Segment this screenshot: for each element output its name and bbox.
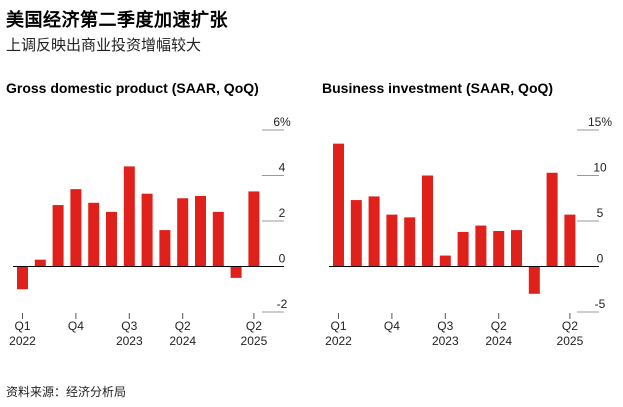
investment-bar xyxy=(457,231,469,267)
gdp-ytick-label: 0 xyxy=(279,252,286,266)
investment-xtick-year: 2025 xyxy=(557,334,584,348)
gdp-xtick-year: 2025 xyxy=(241,334,268,348)
chart-subtitle: 上调反映出商业投资增幅较大 xyxy=(6,36,202,54)
investment-xtick-quarter: Q2 xyxy=(491,319,507,333)
investment-bar xyxy=(404,217,416,267)
gdp-xtick-year: 2024 xyxy=(169,334,196,348)
gdp-ytick-label: 2 xyxy=(279,206,286,220)
investment-bar xyxy=(333,143,344,267)
investment-xtick-quarter: Q1 xyxy=(330,319,346,333)
gdp-xtick-quarter: Q2 xyxy=(246,319,262,333)
investment-bar xyxy=(350,200,362,267)
gdp-bar xyxy=(123,166,135,267)
gdp-bar xyxy=(159,230,171,267)
gdp-xtick-year: 2023 xyxy=(116,334,143,348)
gdp-bar xyxy=(177,198,189,267)
gdp-xtick-year: 2022 xyxy=(9,334,36,348)
investment-xtick-year: 2023 xyxy=(432,334,459,348)
investment-ytick-label: -5 xyxy=(595,297,606,311)
gdp-bar xyxy=(52,205,64,267)
gdp-bar xyxy=(70,189,82,267)
gdp-ytick-label: 4 xyxy=(279,161,286,175)
gdp-xtick-quarter: Q1 xyxy=(14,319,30,333)
gdp-bar xyxy=(17,266,28,290)
investment-bar xyxy=(368,196,380,267)
gdp-bar xyxy=(248,191,260,267)
investment-xtick-quarter: Q4 xyxy=(384,319,400,333)
chart-title: 美国经济第二季度加速扩张 xyxy=(6,10,228,31)
gdp-bar xyxy=(88,202,100,267)
gdp-bar xyxy=(212,211,224,267)
investment-bar xyxy=(493,231,505,267)
investment-xtick-quarter: Q3 xyxy=(437,319,453,333)
investment-bar xyxy=(439,255,451,267)
gdp-xtick-quarter: Q3 xyxy=(121,319,137,333)
source-note: 资料来源：经济分析局 xyxy=(6,385,127,399)
investment-bar xyxy=(564,214,576,267)
investment-bar xyxy=(386,214,398,267)
gdp-xtick-quarter: Q4 xyxy=(68,319,84,333)
investment-xtick-quarter: Q2 xyxy=(562,319,578,333)
gdp-panel-title: Gross domestic product (SAAR, QoQ) xyxy=(6,80,259,96)
investment-panel-title: Business investment (SAAR, QoQ) xyxy=(322,80,554,96)
investment-xtick-year: 2022 xyxy=(325,334,352,348)
investment-ytick-label: 15% xyxy=(588,115,612,129)
investment-bar xyxy=(528,266,540,294)
gdp-ytick-label: -2 xyxy=(277,297,288,311)
gdp-bar xyxy=(106,211,117,267)
investment-ytick-label: 0 xyxy=(597,252,604,266)
investment-ytick-label: 5 xyxy=(597,206,604,220)
investment-ytick-label: 10 xyxy=(593,161,607,175)
gdp-bar xyxy=(230,266,242,278)
investment-bar xyxy=(422,175,433,267)
gdp-ytick-label: 6% xyxy=(273,115,291,129)
investment-bar xyxy=(546,172,558,267)
gdp-xtick-quarter: Q2 xyxy=(175,319,191,333)
gdp-bar xyxy=(195,195,206,267)
gdp-bar xyxy=(34,259,46,267)
investment-xtick-year: 2024 xyxy=(485,334,512,348)
investment-bar xyxy=(475,225,487,267)
investment-bar xyxy=(511,230,522,267)
gdp-bar xyxy=(141,193,153,267)
